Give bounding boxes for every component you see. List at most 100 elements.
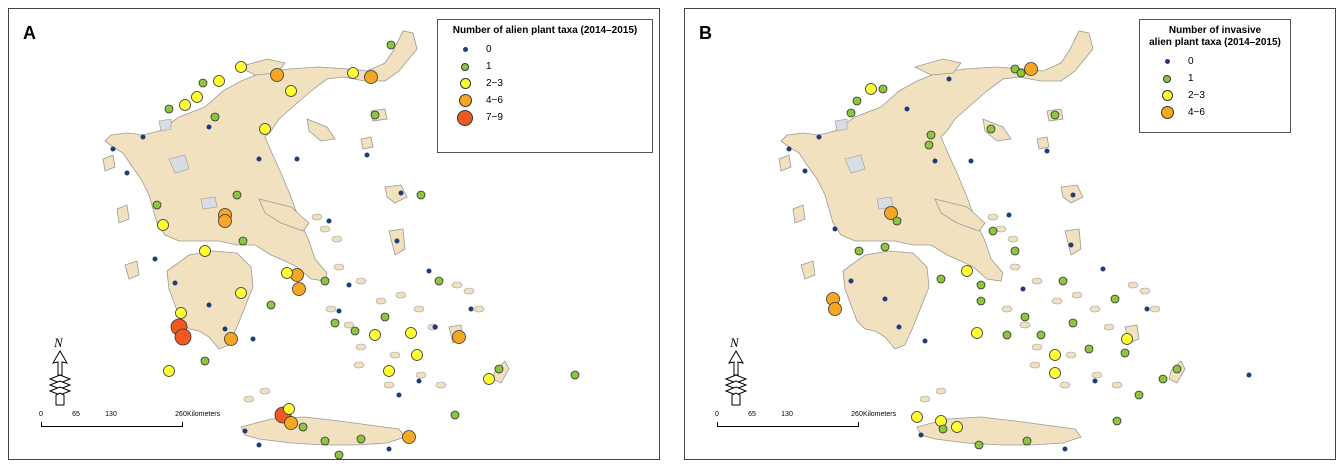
site-marker [330, 318, 340, 328]
island-shape [1089, 305, 1101, 313]
landmass-shape [104, 30, 418, 282]
site-marker [936, 274, 946, 284]
site-marker [802, 168, 808, 174]
site-marker [896, 324, 902, 330]
landmass-shape [778, 154, 792, 172]
site-marker [1158, 374, 1168, 384]
site-marker [892, 216, 902, 226]
legend-label: 2−3 [1188, 90, 1205, 101]
legend-title-line: Number of invasive [1168, 25, 1262, 36]
map-canvas-a [102, 30, 580, 459]
legend-label: 1 [486, 61, 492, 72]
legend-item: 4−6 [1148, 104, 1282, 121]
site-marker [854, 246, 864, 256]
site-marker [904, 106, 910, 112]
island-shape [415, 371, 427, 379]
site-marker [911, 411, 923, 423]
landmass-shape [1036, 136, 1050, 150]
site-marker [163, 365, 175, 377]
scale-tick: 0 [39, 411, 43, 418]
site-marker [259, 123, 271, 135]
site-marker [218, 214, 232, 228]
site-marker [968, 158, 974, 164]
site-marker [235, 61, 247, 73]
site-marker [1006, 212, 1012, 218]
island-shape [995, 225, 1007, 233]
site-marker [452, 330, 466, 344]
site-marker [346, 282, 352, 288]
site-marker [222, 326, 228, 332]
legend-b: Number of invasive alien plant taxa (201… [1139, 19, 1291, 133]
site-marker [394, 238, 400, 244]
legend-label: 1 [1188, 73, 1194, 84]
site-marker [1121, 333, 1133, 345]
site-marker [364, 152, 370, 158]
island-shape [319, 225, 331, 233]
site-marker [294, 156, 300, 162]
landmass-shape [792, 204, 806, 224]
island-shape [1031, 343, 1043, 351]
site-marker [172, 280, 178, 286]
site-marker [1010, 246, 1020, 256]
site-marker [1016, 68, 1026, 78]
site-marker [865, 83, 877, 95]
landmass-shape [258, 198, 310, 232]
north-arrow-icon: N [723, 335, 749, 407]
panel-label: A [23, 23, 36, 43]
site-marker [946, 76, 952, 82]
site-marker [364, 70, 378, 84]
legend-title: Number of invasive alien plant taxa (201… [1148, 25, 1282, 49]
site-marker [1036, 330, 1046, 340]
site-marker [298, 422, 308, 432]
north-label: N [730, 335, 739, 350]
site-marker [284, 416, 298, 430]
site-marker [878, 84, 888, 94]
landmass-shape [913, 58, 962, 76]
lake-shape [168, 154, 190, 174]
site-marker [164, 104, 174, 114]
site-marker [938, 424, 948, 434]
site-marker [191, 91, 203, 103]
site-marker [971, 327, 983, 339]
site-marker [285, 85, 297, 97]
legend-label: 4−6 [486, 95, 503, 106]
island-shape [383, 381, 395, 389]
site-marker [206, 302, 212, 308]
island-shape [1103, 323, 1115, 331]
island-shape [1091, 371, 1103, 379]
legend-items: 0 1 2−3 4−6 7−9 [446, 41, 644, 126]
site-marker [432, 324, 438, 330]
site-marker [416, 378, 422, 384]
site-marker [848, 278, 854, 284]
legend-label: 0 [1188, 56, 1194, 67]
site-marker [386, 446, 392, 452]
island-shape [463, 287, 475, 295]
legend-label: 2−3 [486, 78, 503, 89]
scale-tick: 130 [781, 411, 793, 418]
site-marker [174, 328, 192, 346]
legend-item: 0 [1148, 53, 1282, 70]
site-marker [175, 307, 187, 319]
island-shape [1009, 263, 1021, 271]
site-marker [383, 365, 395, 377]
landmass-shape [124, 260, 140, 280]
legend-item: 2−3 [1148, 87, 1282, 104]
island-shape [1149, 305, 1161, 313]
scale-tick: 130 [105, 411, 117, 418]
lake-shape [158, 118, 172, 132]
legend-title-line: Number of alien plant taxa (2014–2015) [452, 25, 638, 36]
site-marker [1062, 446, 1068, 452]
landmass-shape [800, 260, 816, 280]
site-marker [1110, 294, 1120, 304]
site-marker [1049, 367, 1061, 379]
site-marker [356, 434, 366, 444]
island-shape [1019, 321, 1031, 329]
island-shape [355, 277, 367, 285]
map-panel-b: B Number of invasive alien plant taxa (2… [684, 8, 1336, 460]
island-shape [1059, 381, 1071, 389]
scale-tick: 260 [175, 411, 187, 418]
island-shape [375, 297, 387, 305]
legend-label: 7−9 [486, 112, 503, 123]
scale-bar: 0 65 130 260 Kilometers [715, 411, 947, 435]
site-marker [152, 256, 158, 262]
